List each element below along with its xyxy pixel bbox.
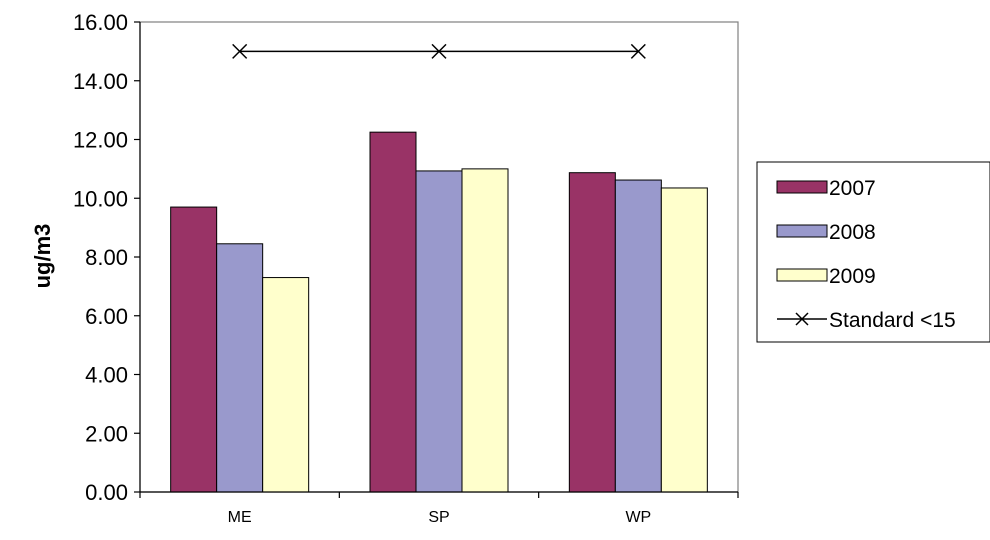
y-tick-label: 12.00 [73, 128, 128, 153]
standard-marker [431, 43, 447, 59]
y-tick-label: 16.00 [73, 10, 128, 35]
legend-swatch [776, 268, 828, 282]
bar-2008-WP [614, 179, 662, 493]
bar-2007-SP [369, 131, 417, 493]
y-tick-label: 2.00 [85, 421, 128, 446]
legend-swatch [776, 224, 828, 238]
y-tick-label: 8.00 [85, 245, 128, 270]
standard-marker [630, 43, 646, 59]
y-axis-title: ug/m3 [30, 224, 55, 289]
y-tick-label: 10.00 [73, 186, 128, 211]
bar-2009-ME [262, 277, 310, 493]
standard-marker [232, 43, 248, 59]
bar-2007-WP [568, 172, 616, 493]
x-category-label: WP [625, 509, 651, 526]
x-category-label: ME [228, 509, 252, 526]
bar-2008-ME [216, 243, 264, 493]
legend-label: 2009 [829, 265, 876, 288]
bar-2009-SP [461, 168, 509, 493]
y-tick-label: 6.00 [85, 304, 128, 329]
y-tick-label: 4.00 [85, 363, 128, 388]
legend-label: Standard <15 [829, 309, 956, 332]
legend-label: 2007 [829, 177, 876, 200]
legend-marker [795, 312, 809, 326]
y-tick-label: 14.00 [73, 69, 128, 94]
y-tick-label: 0.00 [85, 480, 128, 505]
legend-label: 2008 [829, 221, 876, 244]
bar-2008-SP [415, 170, 463, 493]
legend-swatch [776, 180, 828, 194]
x-category-label: SP [428, 509, 449, 526]
bar-2007-ME [170, 206, 218, 493]
bar-2009-WP [660, 187, 708, 493]
